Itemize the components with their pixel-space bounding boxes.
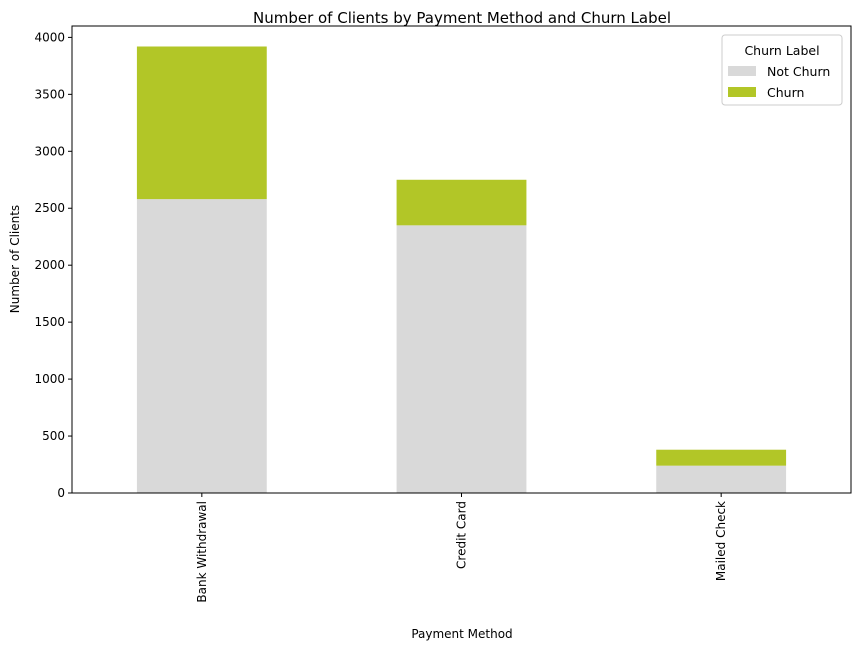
bar-not-churn-mailed-check bbox=[656, 465, 787, 493]
y-axis: 0 500 1000 1500 2000 2500 3000 3500 4000 bbox=[34, 30, 72, 500]
y-tick-label: 2000 bbox=[34, 258, 65, 272]
legend-title: Churn Label bbox=[744, 43, 819, 58]
y-tick-label: 3500 bbox=[34, 87, 65, 101]
bar-churn-mailed-check bbox=[656, 449, 787, 466]
y-tick-label: 500 bbox=[42, 429, 65, 443]
y-tick-label: 2500 bbox=[34, 201, 65, 215]
y-tick-label: 1000 bbox=[34, 372, 65, 386]
y-tick-label: 4000 bbox=[34, 30, 65, 44]
y-tick-label: 1500 bbox=[34, 315, 65, 329]
bar-not-churn-bank-withdrawal bbox=[136, 199, 267, 493]
legend-swatch-churn bbox=[728, 87, 756, 97]
legend-items: Not Churn Churn bbox=[728, 64, 830, 100]
y-axis-label: Number of Clients bbox=[8, 205, 22, 313]
x-tick-label: Bank Withdrawal bbox=[195, 501, 209, 603]
x-axis-label: Payment Method bbox=[411, 627, 512, 641]
legend-label: Churn bbox=[767, 85, 804, 100]
y-tick-label: 0 bbox=[57, 486, 65, 500]
legend-label: Not Churn bbox=[767, 64, 830, 79]
x-tick-label: Credit Card bbox=[455, 501, 469, 569]
y-tick-label: 3000 bbox=[34, 144, 65, 158]
bar-churn-bank-withdrawal bbox=[136, 46, 267, 200]
x-axis: Bank Withdrawal Credit Card Mailed Check bbox=[195, 493, 728, 603]
x-tick-label: Mailed Check bbox=[714, 501, 728, 581]
bar-not-churn-credit-card bbox=[396, 225, 527, 493]
plot-frame bbox=[71, 25, 852, 494]
legend: Churn Label Not Churn Churn bbox=[721, 34, 843, 106]
chart-title: Number of Clients by Payment Method and … bbox=[253, 9, 671, 27]
legend-swatch-not-churn bbox=[728, 66, 756, 76]
bars-group bbox=[136, 46, 787, 493]
bar-churn-credit-card bbox=[396, 179, 527, 226]
